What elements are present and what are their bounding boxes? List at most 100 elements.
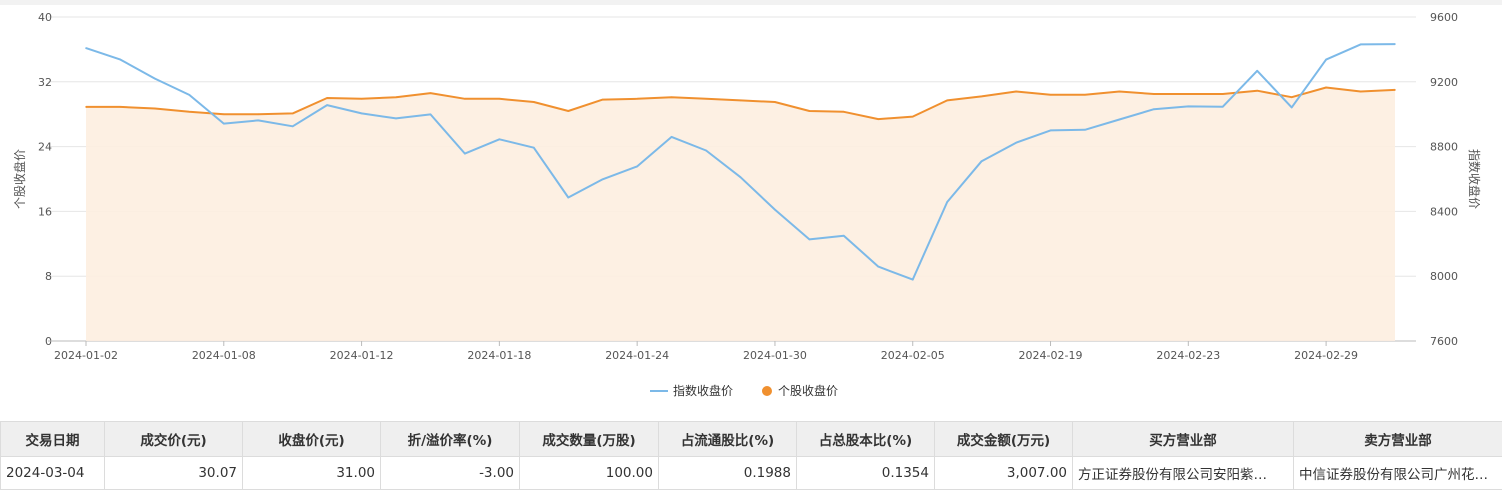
- col-header-buyer-branch[interactable]: 买方营业部: [1073, 422, 1294, 457]
- data-point-index: [636, 166, 638, 168]
- data-point-stock: [1394, 89, 1396, 91]
- data-point-index: [533, 147, 535, 149]
- y-right-tick-label: 8000: [1430, 270, 1458, 283]
- data-point-index: [1291, 107, 1293, 109]
- legend[interactable]: 指数收盘价 个股收盘价: [650, 383, 838, 398]
- data-point-stock: [499, 98, 501, 100]
- data-point-stock: [671, 96, 673, 98]
- legend-swatch-stock: [762, 386, 772, 396]
- x-tick-label: 2024-02-29: [1294, 349, 1358, 362]
- data-point-stock: [1188, 93, 1190, 95]
- legend-label-stock: 个股收盘价: [778, 383, 838, 398]
- chart-svg: 0816243240760080008400880092009600个股收盘价指…: [0, 5, 1502, 410]
- cell-close-price: 31.00: [243, 457, 381, 490]
- data-point-stock: [1360, 91, 1362, 93]
- data-point-stock: [292, 113, 294, 115]
- table-row: 2024-03-04 30.07 31.00 -3.00 100.00 0.19…: [1, 457, 1502, 490]
- data-point-stock: [636, 98, 638, 100]
- x-tick-label: 2024-01-12: [330, 349, 394, 362]
- cell-volume: 100.00: [520, 457, 659, 490]
- cell-seller-branch[interactable]: 中信证券股份有限公司广州花…: [1294, 457, 1502, 490]
- data-point-index: [981, 160, 983, 162]
- x-tick-label: 2024-02-19: [1019, 349, 1083, 362]
- data-point-index: [912, 279, 914, 281]
- col-header-seller-branch[interactable]: 卖方营业部: [1294, 422, 1502, 457]
- col-header-close-price[interactable]: 收盘价(元): [243, 422, 381, 457]
- data-point-index: [1360, 44, 1362, 46]
- data-point-stock: [774, 101, 776, 103]
- y-right-tick-label: 8400: [1430, 205, 1458, 218]
- data-point-index: [395, 118, 397, 120]
- cell-total-ratio: 0.1354: [797, 457, 935, 490]
- x-tick-label: 2024-01-18: [467, 349, 531, 362]
- data-point-stock: [1084, 94, 1086, 96]
- data-point-index: [1015, 142, 1017, 144]
- data-point-stock: [602, 99, 604, 101]
- data-point-index: [946, 201, 948, 203]
- cell-amount: 3,007.00: [935, 457, 1073, 490]
- data-point-stock: [1222, 93, 1224, 95]
- data-point-stock: [189, 111, 191, 113]
- data-point-index: [1222, 106, 1224, 108]
- data-point-index: [567, 197, 569, 199]
- data-point-index: [843, 235, 845, 237]
- data-point-stock: [1153, 93, 1155, 95]
- data-point-index: [1188, 106, 1190, 108]
- col-header-trade-date[interactable]: 交易日期: [1, 422, 105, 457]
- data-point-stock: [567, 110, 569, 112]
- col-header-amount[interactable]: 成交金额(万元): [935, 422, 1073, 457]
- data-point-index: [120, 59, 122, 61]
- cell-float-ratio: 0.1988: [659, 457, 797, 490]
- data-point-stock: [395, 96, 397, 98]
- col-header-premium-rate[interactable]: 折/溢价率(%): [381, 422, 520, 457]
- data-point-stock: [1015, 91, 1017, 93]
- cell-deal-price: 30.07: [105, 457, 243, 490]
- data-point-stock: [1325, 87, 1327, 89]
- cell-trade-date: 2024-03-04: [1, 457, 105, 490]
- data-point-stock: [946, 100, 948, 102]
- x-tick-label: 2024-01-24: [605, 349, 669, 362]
- y-right-axis-title: 指数收盘价: [1467, 149, 1482, 209]
- cell-buyer-branch[interactable]: 方正证券股份有限公司安阳紫…: [1073, 457, 1294, 490]
- col-header-volume[interactable]: 成交数量(万股): [520, 422, 659, 457]
- data-point-stock: [912, 116, 914, 118]
- data-point-index: [671, 136, 673, 138]
- data-point-stock: [154, 108, 156, 110]
- y-right-tick-label: 9200: [1430, 76, 1458, 89]
- data-point-index: [1325, 59, 1327, 61]
- col-header-total-ratio[interactable]: 占总股本比(%): [797, 422, 935, 457]
- data-point-index: [257, 120, 259, 122]
- y-right-tick-label: 8800: [1430, 141, 1458, 154]
- x-tick-label: 2024-01-02: [54, 349, 118, 362]
- data-point-stock: [120, 106, 122, 108]
- data-point-index: [154, 78, 156, 80]
- data-point-stock: [430, 92, 432, 94]
- legend-label-index: 指数收盘价: [673, 383, 733, 398]
- data-point-index: [740, 176, 742, 178]
- data-point-index: [705, 150, 707, 152]
- data-point-stock: [705, 98, 707, 100]
- y-right-tick-label: 9600: [1430, 11, 1458, 24]
- data-point-index: [1084, 129, 1086, 131]
- data-point-stock: [1256, 90, 1258, 92]
- data-point-stock: [740, 100, 742, 102]
- data-point-stock: [1291, 96, 1293, 98]
- col-header-deal-price[interactable]: 成交价(元): [105, 422, 243, 457]
- y-left-axis-title: 个股收盘价: [12, 149, 27, 209]
- data-point-index: [464, 153, 466, 155]
- data-point-index: [1394, 43, 1396, 45]
- y-right-tick-label: 7600: [1430, 335, 1458, 348]
- data-point-stock: [85, 106, 87, 108]
- data-point-stock: [533, 101, 535, 103]
- data-point-stock: [1119, 91, 1121, 93]
- y-left-tick-label: 16: [38, 205, 52, 218]
- data-point-stock: [809, 110, 811, 112]
- data-point-index: [1119, 119, 1121, 121]
- data-point-stock: [464, 98, 466, 100]
- data-point-stock: [981, 96, 983, 98]
- data-point-index: [1256, 70, 1258, 72]
- data-point-index: [877, 266, 879, 268]
- col-header-float-ratio[interactable]: 占流通股比(%): [659, 422, 797, 457]
- x-tick-label: 2024-02-23: [1156, 349, 1220, 362]
- data-point-index: [189, 94, 191, 96]
